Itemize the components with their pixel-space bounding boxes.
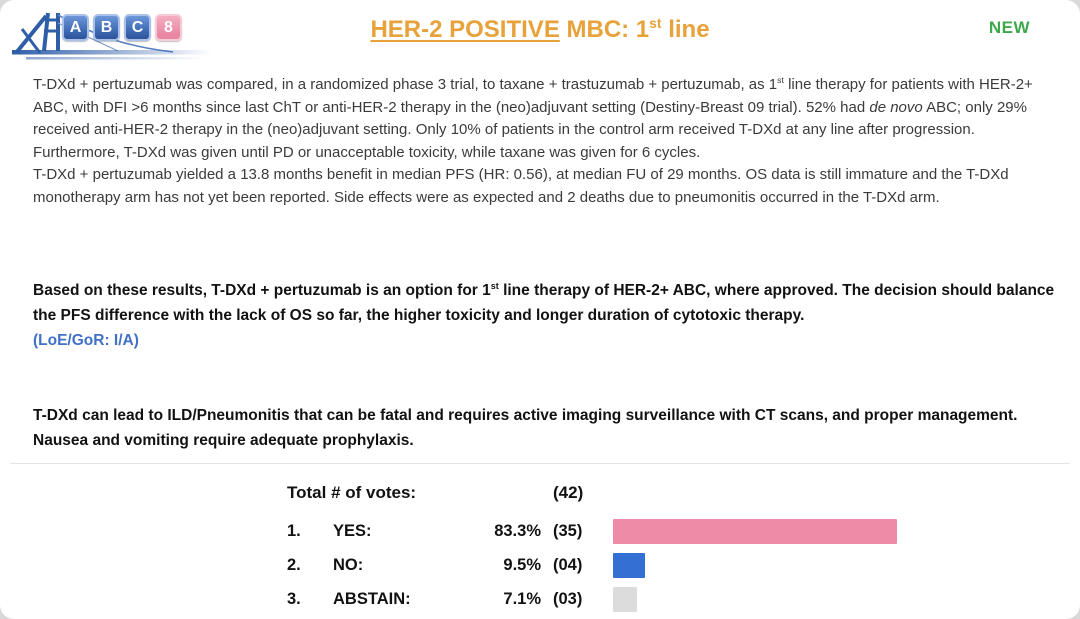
title-rest-2: line [661, 16, 710, 43]
vote-percent: 7.1% [503, 589, 541, 608]
vote-row-yes: 1. YES: 83.3% (35) [287, 514, 1067, 548]
total-votes-row: Total # of votes: (42) [287, 472, 1067, 514]
vote-row-no: 2. NO: 9.5% (04) [287, 548, 1067, 582]
vote-count: (35) [553, 521, 583, 540]
p1-text: T-DXd + pertuzumab was compared, in a ra… [33, 76, 778, 93]
rec-text-2: line therapy of HER-2+ ABC, where approv… [33, 282, 1055, 324]
title-underlined-part: HER-2 POSITIVE [370, 16, 560, 43]
title-superscript: st [649, 15, 662, 31]
page-title: HER-2 POSITIVE MBC: 1st line [370, 16, 709, 44]
total-votes-label: Total # of votes: [287, 483, 417, 502]
paragraph-trial-summary: T-DXd + pertuzumab was compared, in a ra… [33, 74, 1055, 164]
vote-number: 1. [287, 521, 301, 540]
p1-text-3: ABC; only 29% received anti-HER-2 therap… [33, 98, 1027, 161]
total-votes-count: (42) [553, 483, 584, 502]
voting-results: Total # of votes: (42) 1. YES: 83.3% (35… [287, 472, 1067, 616]
body-text: T-DXd + pertuzumab was compared, in a ra… [33, 74, 1055, 209]
vote-bar-abstain [613, 586, 638, 612]
p1-superscript: st [777, 75, 784, 85]
vote-row-abstain: 3. ABSTAIN: 7.1% (03) [287, 582, 1067, 616]
p1-italic-de-novo: de novo [869, 98, 923, 116]
vote-label: ABSTAIN: [333, 589, 411, 608]
logo-tile-a: A [62, 14, 89, 41]
rec-text: Based on these results, T-DXd + pertuzum… [33, 282, 491, 299]
logo-tile-b: B [93, 14, 120, 41]
new-badge: NEW [988, 18, 1030, 37]
vote-number: 3. [287, 589, 301, 608]
p1-text-2: line therapy for patients with HER-2+ AB… [33, 76, 1033, 116]
vote-percent: 9.5% [503, 555, 541, 574]
vote-label: YES: [333, 521, 372, 540]
loe-gor-label: (LoE/GoR: I/A) [33, 332, 139, 349]
logo-tile-c: C [124, 14, 151, 41]
vote-count: (04) [553, 555, 583, 574]
logo-tile-8: 8 [155, 14, 182, 41]
warning-text: T-DXd can lead to ILD/Pneumonitis that c… [33, 407, 1018, 449]
vote-bar-yes [613, 518, 898, 544]
title-rest: MBC: 1 [559, 16, 650, 43]
vote-number: 2. [287, 555, 301, 574]
abc8-letter-tiles: A B C 8 [62, 14, 182, 41]
vote-label: NO: [333, 555, 364, 574]
paragraph-results: T-DXd + pertuzumab yielded a 13.8 months… [33, 166, 1009, 206]
section-divider [10, 463, 1070, 464]
vote-count: (03) [553, 589, 583, 608]
rec-superscript: st [490, 280, 499, 291]
recommendation-text: Based on these results, T-DXd + pertuzum… [33, 278, 1055, 353]
vote-percent: 83.3% [494, 521, 541, 540]
vote-bar-no [613, 552, 646, 578]
abc8-logo: A B C 8 [8, 5, 218, 65]
